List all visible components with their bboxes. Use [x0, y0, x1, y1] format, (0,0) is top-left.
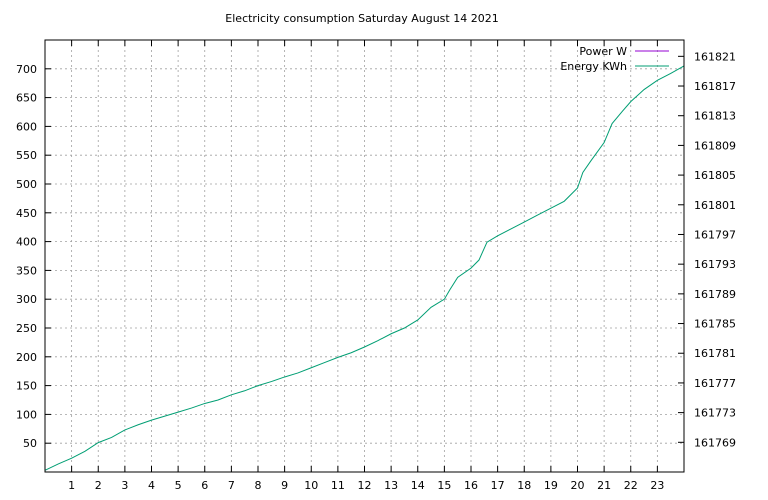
y-tick-label: 150: [16, 380, 37, 393]
y-tick-label: 50: [23, 437, 37, 450]
y2-tick-label: 161813: [694, 110, 736, 123]
x-tick-label: 7: [228, 479, 235, 492]
x-tick-label: 23: [650, 479, 664, 492]
x-tick-label: 9: [281, 479, 288, 492]
x-tick-label: 11: [331, 479, 345, 492]
y2-tick-label: 161777: [694, 377, 736, 390]
y2-tick-label: 161773: [694, 407, 736, 420]
y2-tick-label: 161821: [694, 50, 736, 63]
legend: Power W Energy KWh: [560, 45, 669, 73]
x-tick-label: 5: [175, 479, 182, 492]
x-tick-label: 21: [597, 479, 611, 492]
x-tick-label: 4: [148, 479, 155, 492]
y2-tick-label: 161781: [694, 347, 736, 360]
y2-tick-label: 161801: [694, 199, 736, 212]
x-tick-label: 10: [304, 479, 318, 492]
x-tick-label: 19: [544, 479, 558, 492]
x-tick-label: 8: [255, 479, 262, 492]
x-tick-label: 1: [68, 479, 75, 492]
y2-tick-label: 161805: [694, 169, 736, 182]
x-tick-label: 18: [517, 479, 531, 492]
y-tick-label: 350: [16, 264, 37, 277]
y2-tick-label: 161797: [694, 228, 736, 241]
x-axis-tick-labels: 1 2 3 4 5 6 7 8 9 10 11 12 13 14 15 16 17 18 19 20 21 22 23: [68, 479, 664, 492]
axis-ticks: [45, 40, 684, 472]
x-tick-label: 15: [437, 479, 451, 492]
x-tick-label: 13: [384, 479, 398, 492]
y2-axis-tick-labels: 161769 161773 161777 161781 161785 161789 1617…: [694, 50, 736, 449]
legend-label: Power W: [579, 45, 627, 58]
plot-frame: [44, 39, 685, 473]
y-tick-label: 300: [16, 293, 37, 306]
plot-series: [44, 65, 685, 471]
y-tick-label: 600: [16, 120, 37, 133]
y-tick-label: 450: [16, 207, 37, 220]
y-tick-label: 500: [16, 178, 37, 191]
y-tick-label: 100: [16, 408, 37, 421]
y2-tick-label: 161817: [694, 80, 736, 93]
y2-tick-label: 161809: [694, 139, 736, 152]
x-tick-label: 17: [491, 479, 505, 492]
grid-lines: [45, 40, 684, 472]
y-axis-tick-labels: 50 100 150 200 250 300 350 400 450 500 550 600 650 70…: [16, 63, 37, 450]
y-tick-label: 200: [16, 351, 37, 364]
legend-label: Energy KWh: [560, 60, 627, 73]
y-tick-label: 650: [16, 92, 37, 105]
y-tick-label: 700: [16, 63, 37, 76]
x-tick-label: 6: [201, 479, 208, 492]
x-tick-label: 14: [411, 479, 425, 492]
x-tick-label: 16: [464, 479, 478, 492]
x-tick-label: 20: [571, 479, 585, 492]
x-tick-label: 12: [358, 479, 372, 492]
series-line-energy-kwh: [44, 65, 685, 471]
x-tick-label: 22: [624, 479, 638, 492]
y2-tick-label: 161793: [694, 258, 736, 271]
y2-tick-label: 161769: [694, 436, 736, 449]
y-tick-label: 250: [16, 322, 37, 335]
y2-tick-label: 161785: [694, 318, 736, 331]
y-tick-label: 400: [16, 236, 37, 249]
y2-tick-label: 161789: [694, 288, 736, 301]
x-tick-label: 2: [95, 479, 102, 492]
x-tick-label: 3: [121, 479, 128, 492]
chart-title: Electricity consumption Saturday August …: [225, 12, 498, 25]
y-tick-label: 550: [16, 149, 37, 162]
